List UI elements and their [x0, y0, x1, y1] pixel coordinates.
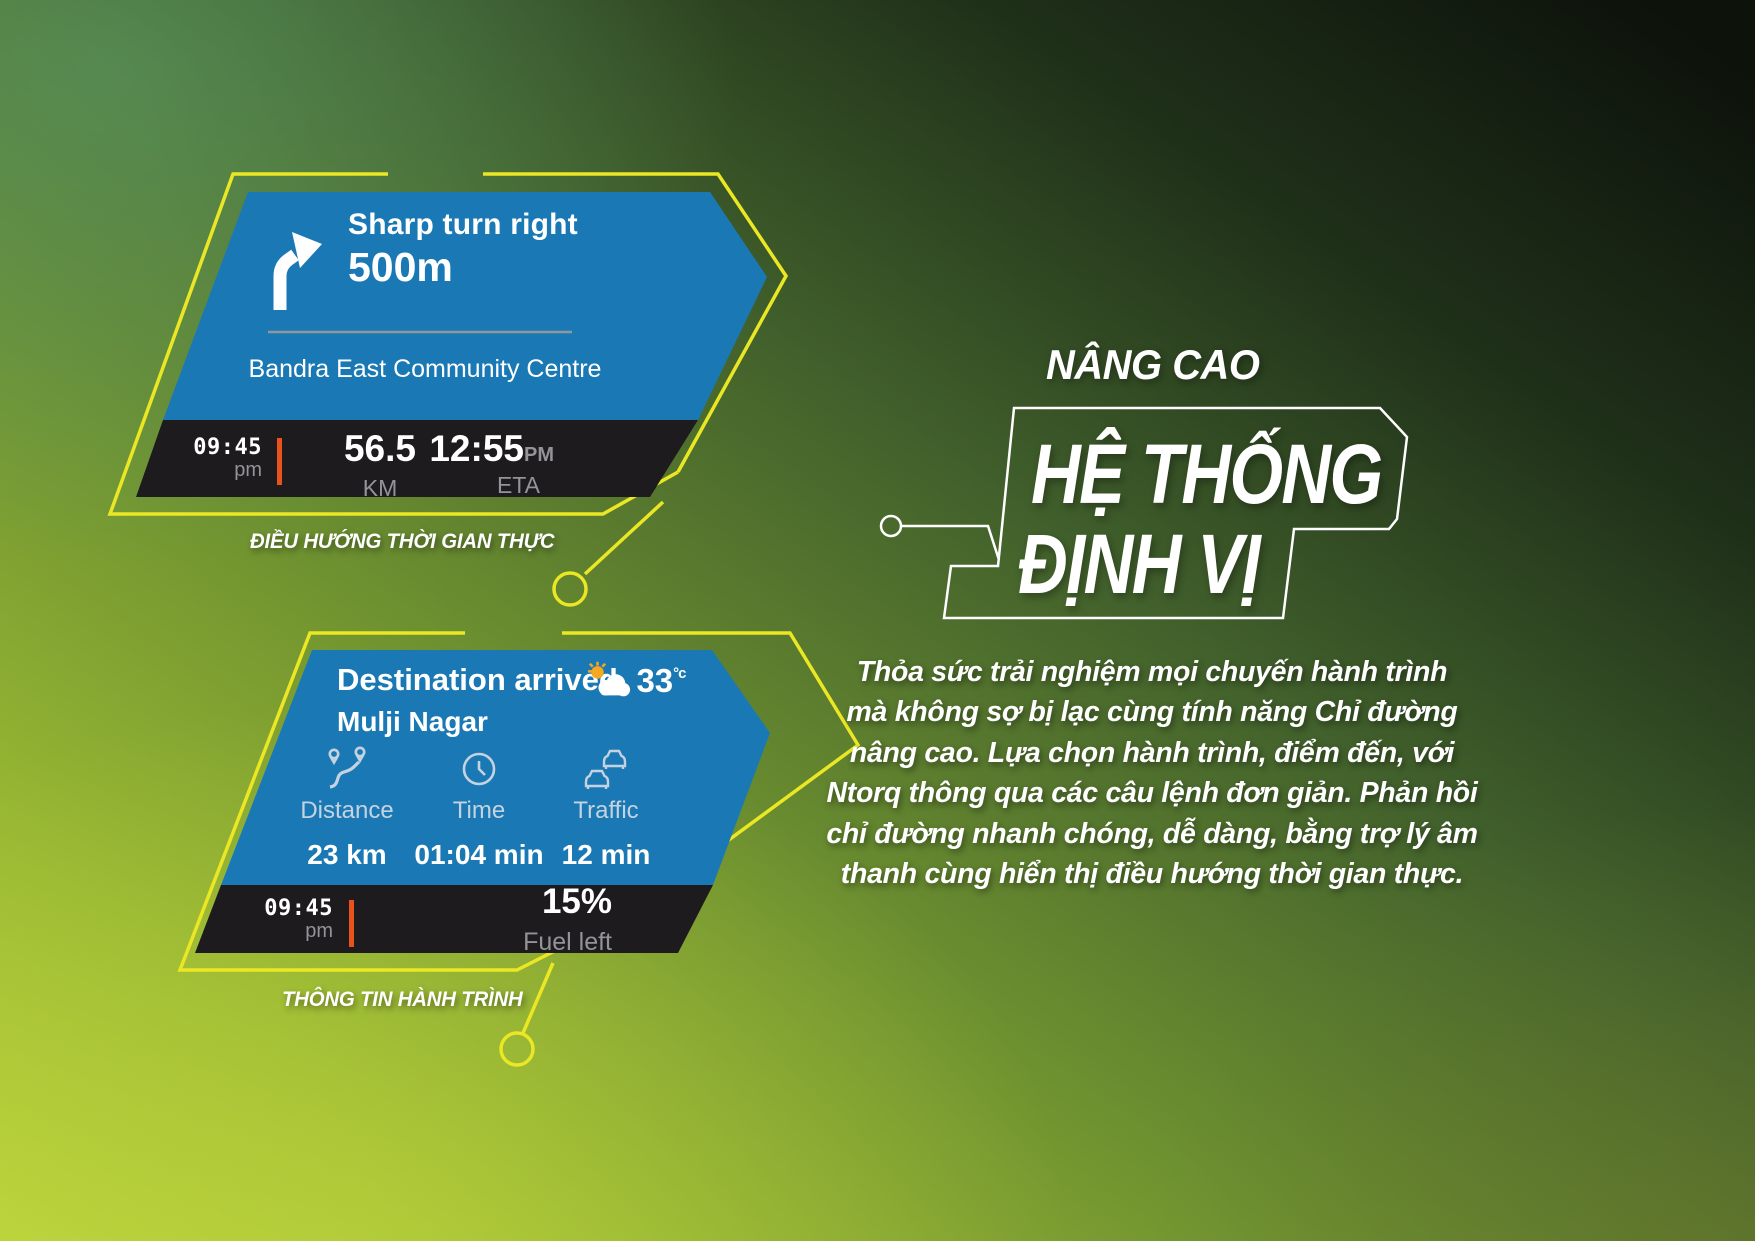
sun-cloud-icon: [586, 660, 632, 705]
body-line: Ntorq thông qua các câu lệnh đơn giản. P…: [826, 777, 1478, 810]
connector-line: [521, 962, 555, 1034]
time-column: Time 01:04 min: [414, 746, 544, 871]
eta-label: ETA: [496, 472, 540, 498]
headline-title-line2: ĐỊNH VỊ: [1018, 517, 1261, 611]
connector-node-circle: [499, 1031, 535, 1067]
body-line: nâng cao. Lựa chọn hành trình, điểm đến,…: [849, 736, 1455, 769]
street-name: Bandra East Community Centre: [248, 355, 602, 383]
turn-instruction: Sharp turn right: [348, 208, 578, 241]
fuel-value: 15%: [541, 882, 612, 921]
time-label: Time: [452, 797, 506, 824]
body-line: chỉ đường nhanh chóng, dễ dàng, bằng trợ…: [826, 817, 1478, 850]
connector-node-circle: [552, 571, 588, 607]
clock-period: pm: [305, 920, 333, 942]
turn-distance: 500m: [348, 244, 453, 290]
orange-divider: [277, 438, 282, 485]
eta-block: 12:55PM ETA: [428, 430, 554, 500]
traffic-value: 12 min: [561, 839, 651, 870]
distance-column: Distance 23 km: [282, 746, 412, 871]
body-paragraph: Thỏa sức trải nghiệm mọi chuyến hành trì…: [812, 652, 1492, 894]
headline-outline: [879, 406, 1409, 620]
clock-block: 09:45 pm: [220, 896, 333, 943]
temperature-value: 33: [636, 662, 674, 699]
traffic-icon: [582, 749, 630, 794]
distance-label: Distance: [300, 797, 394, 824]
eta-time: 12:55: [429, 428, 524, 469]
fuel-label: Fuel left: [523, 928, 612, 956]
destination-status: Destination arrived: [337, 662, 618, 697]
clock-icon: [457, 752, 501, 794]
circuit-outline-nav-card: [107, 172, 789, 607]
clock-time: 09:45: [264, 896, 333, 921]
circuit-outline-trip-card: [177, 631, 861, 1067]
destination-place: Mulji Nagar: [337, 706, 488, 737]
distance-value: 23 km: [307, 839, 387, 870]
route-icon: [325, 746, 369, 794]
traffic-column: Traffic 12 min: [541, 746, 671, 871]
body-line: mà không sợ bị lạc cùng tính năng Chỉ đư…: [846, 696, 1458, 729]
trip-distance-block: 56.5 KM: [322, 430, 438, 503]
headline-title-line1: HỆ THỐNG: [1031, 427, 1383, 521]
turn-sharp-right-icon: [265, 230, 325, 310]
trip-distance-unit: KM: [362, 475, 398, 501]
clock-block: 09:45 pm: [150, 435, 262, 482]
headline-kicker: NÂNG CAO: [1046, 341, 1260, 388]
trip-card-shape: [195, 650, 770, 953]
eta-period: PM: [524, 444, 554, 466]
time-value: 01:04 min: [414, 839, 544, 870]
connector-node-circle: [879, 514, 903, 538]
weather-block: 33°c: [586, 660, 706, 705]
orange-divider: [349, 900, 354, 947]
clock-period: pm: [234, 459, 262, 481]
fuel-block: 15% Fuel left: [450, 884, 612, 958]
nav-card-caption: ĐIỀU HƯỚNG THỜI GIAN THỰC: [250, 530, 555, 553]
body-line: Thỏa sức trải nghiệm mọi chuyến hành trì…: [856, 656, 1448, 688]
connector-line: [583, 500, 665, 576]
trip-distance-value: 56.5: [343, 428, 416, 469]
temperature-unit: °c: [673, 665, 686, 682]
trip-card-caption: THÔNG TIN HÀNH TRÌNH: [282, 988, 523, 1011]
body-line: thanh cùng hiển thị điều hướng thời gian…: [840, 858, 1464, 891]
clock-time: 09:45: [193, 435, 262, 460]
traffic-label: Traffic: [573, 797, 639, 824]
connector-line: [901, 524, 1001, 561]
